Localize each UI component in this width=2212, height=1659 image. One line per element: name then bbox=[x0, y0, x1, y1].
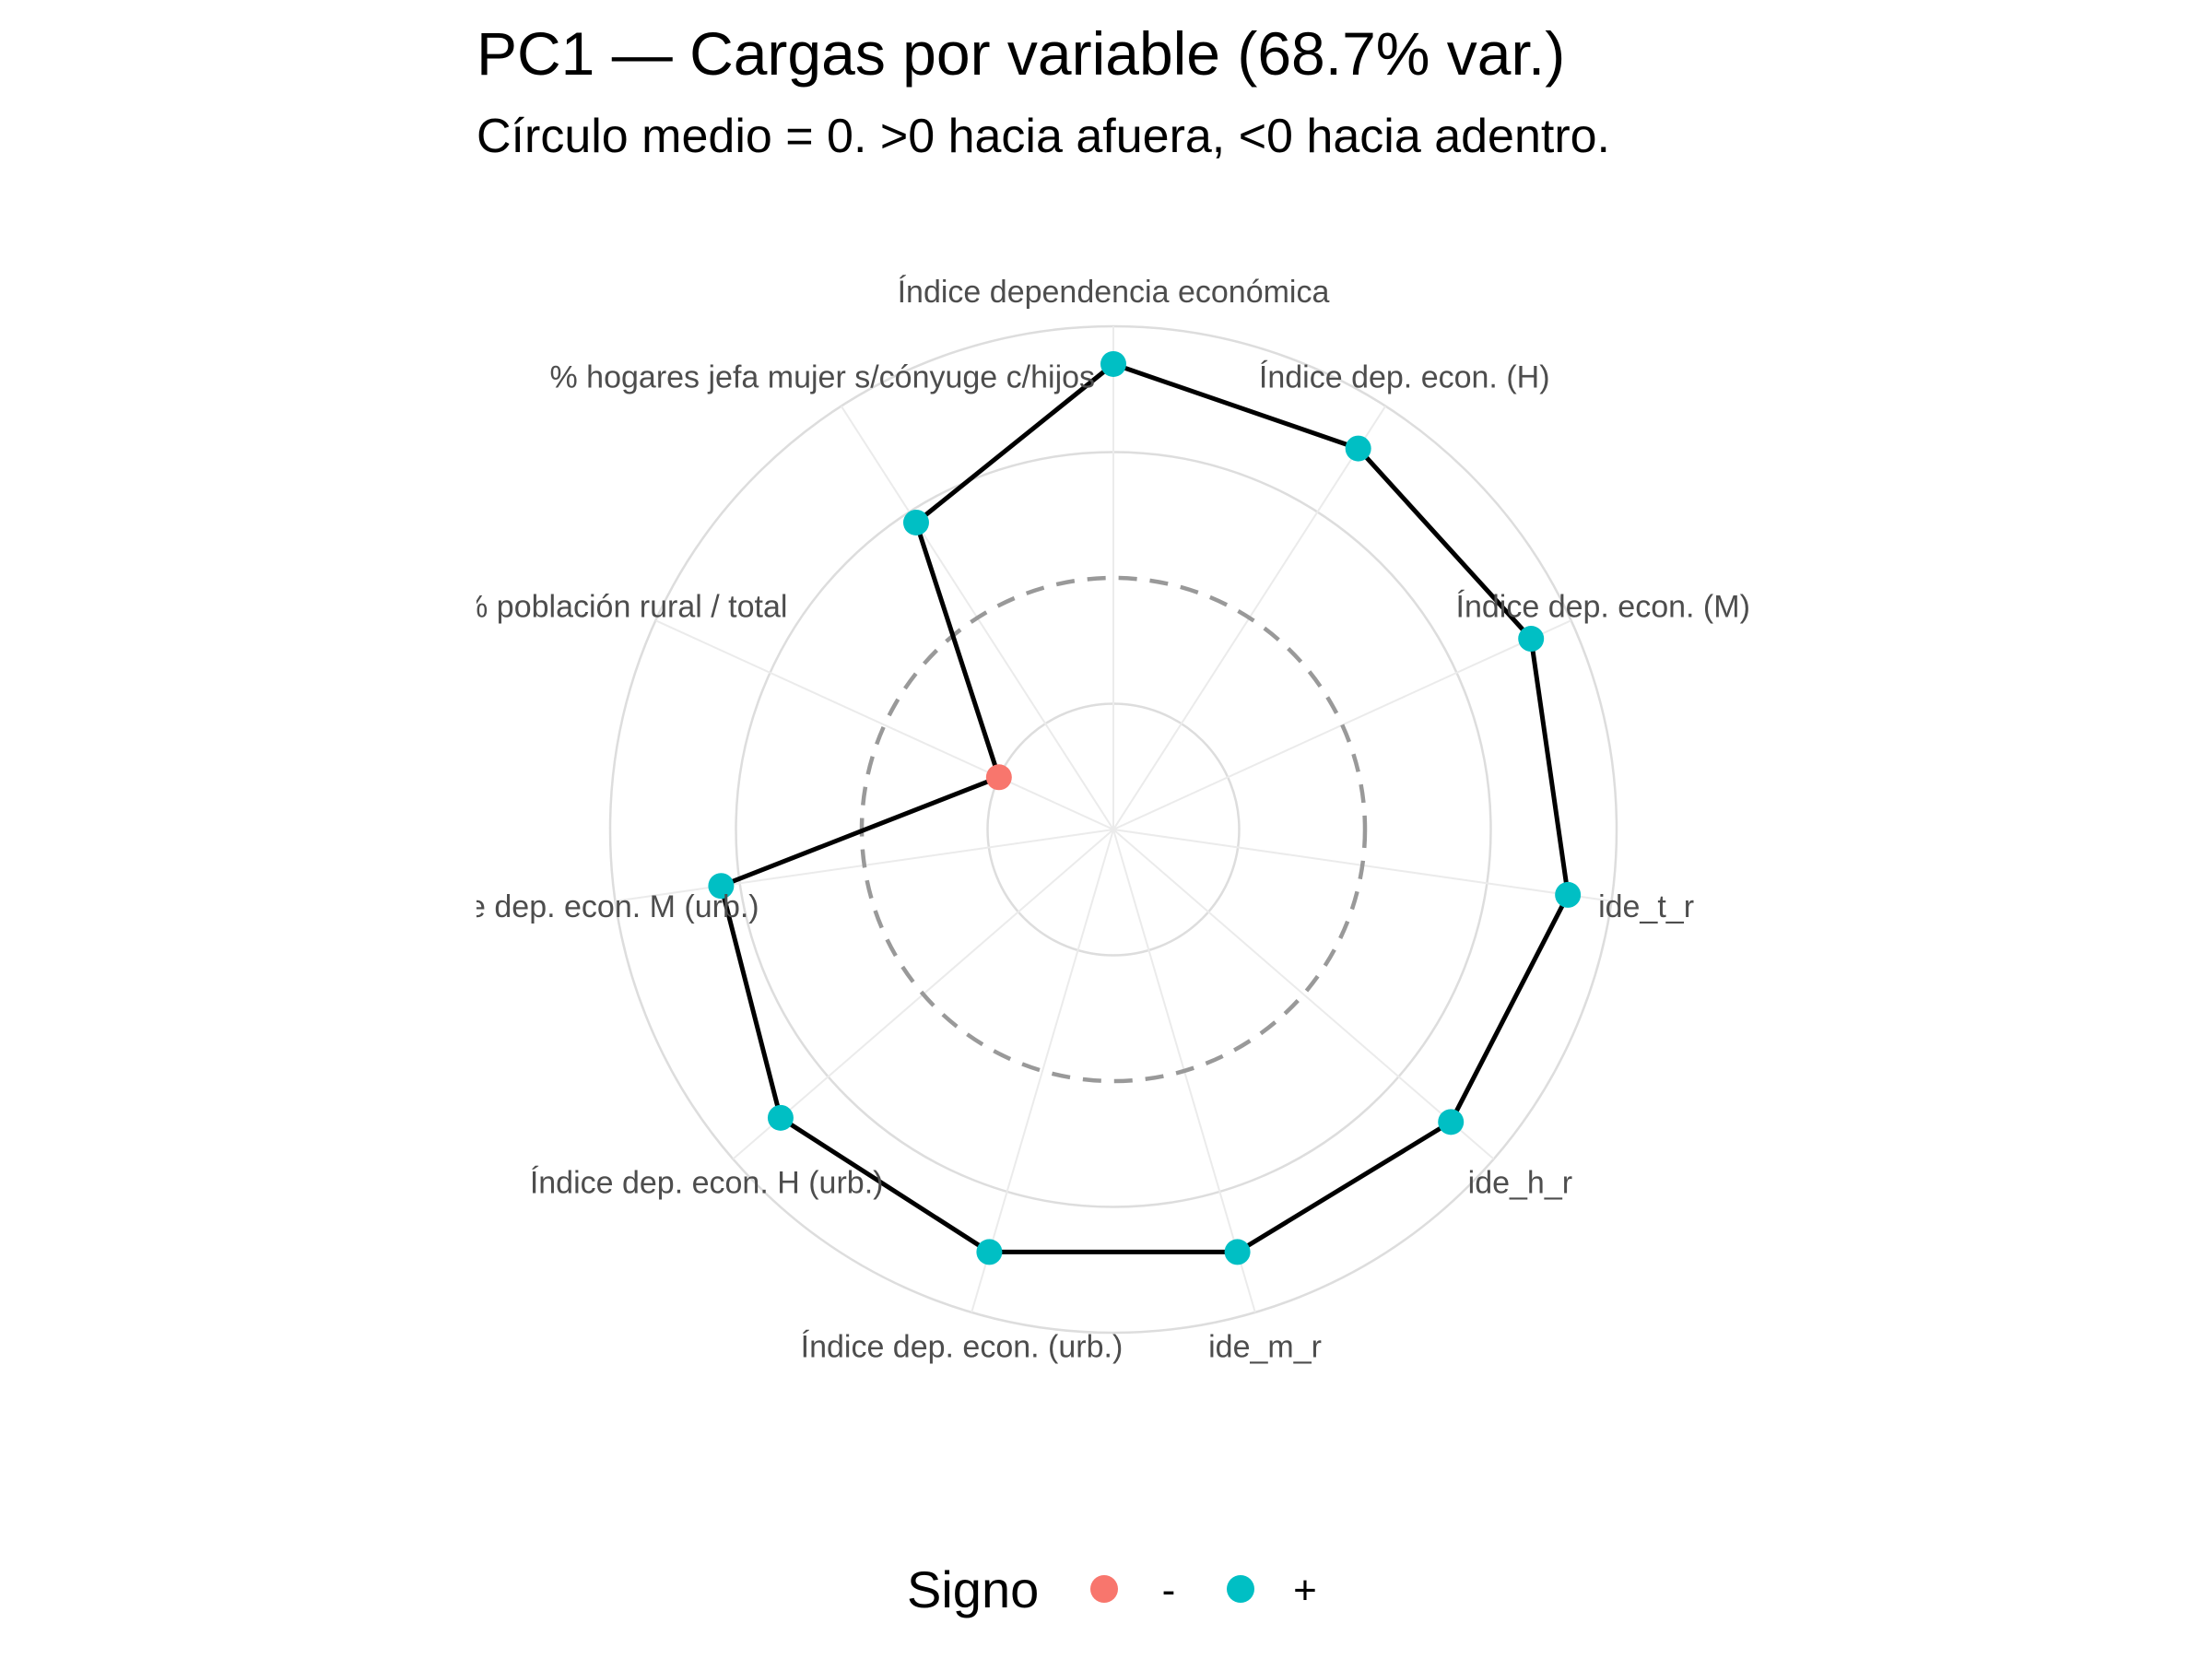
plot-panel: Índice dependencia económica Índice dep. … bbox=[402, 275, 1750, 1364]
axis-label-5: ide_m_r bbox=[1208, 1329, 1322, 1364]
axis-label-2: Índice dep. econ. (M) bbox=[1456, 589, 1750, 624]
legend-title: Signo bbox=[907, 1560, 1039, 1618]
legend-label-0: - bbox=[1162, 1568, 1176, 1613]
data-point-7 bbox=[767, 1104, 794, 1131]
spoke-9 bbox=[654, 619, 1114, 830]
chart-title: PC1 — Cargas por variable (68.7% var.) bbox=[477, 19, 1566, 88]
data-point-0 bbox=[1100, 350, 1126, 377]
data-point-3 bbox=[1555, 881, 1582, 908]
axis-label-3: ide_t_r bbox=[1598, 889, 1694, 924]
legend: Signo - + bbox=[907, 1560, 1317, 1618]
axis-label-4: ide_h_r bbox=[1468, 1165, 1572, 1200]
legend-label-1: + bbox=[1293, 1568, 1317, 1613]
axis-label-8: Índice dep. econ. M (urb.) bbox=[402, 889, 759, 924]
data-point-6 bbox=[976, 1239, 1003, 1265]
spoke-6 bbox=[971, 829, 1114, 1313]
data-point-2 bbox=[1518, 626, 1545, 653]
data-point-9 bbox=[985, 764, 1012, 791]
data-point-5 bbox=[1224, 1239, 1251, 1265]
axis-label-9: % población rural / total bbox=[460, 589, 787, 624]
loadings-polygon bbox=[718, 361, 1571, 1254]
axis-label-10: % hogares jefa mujer s/cónyuge c/hijos bbox=[550, 360, 1096, 395]
axis-label-7: Índice dep. econ. H (urb.) bbox=[530, 1165, 884, 1200]
spoke-2 bbox=[1112, 619, 1572, 830]
legend-key-0 bbox=[1090, 1575, 1118, 1603]
data-point-4 bbox=[1438, 1109, 1465, 1135]
data-point-8 bbox=[708, 873, 735, 900]
data-point-10 bbox=[902, 509, 929, 535]
legend-key-1 bbox=[1227, 1575, 1254, 1603]
chart-subtitle: Círculo medio = 0. >0 hacia afuera, <0 h… bbox=[477, 110, 1610, 163]
spoke-4 bbox=[1112, 829, 1495, 1160]
axis-label-0: Índice dependencia económica bbox=[898, 275, 1330, 310]
axis-label-6: Índice dep. econ. (urb.) bbox=[801, 1329, 1124, 1364]
data-point-1 bbox=[1345, 435, 1371, 462]
axis-label-1: Índice dep. econ. (H) bbox=[1259, 360, 1550, 395]
